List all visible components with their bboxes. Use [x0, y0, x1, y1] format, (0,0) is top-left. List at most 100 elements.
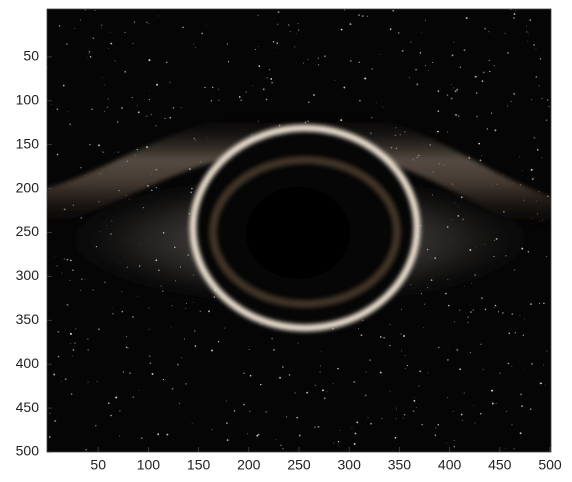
star: [208, 310, 210, 312]
star: [157, 433, 159, 435]
star: [260, 324, 261, 325]
star: [307, 59, 308, 60]
star: [270, 78, 272, 80]
star: [280, 445, 281, 446]
star: [104, 111, 105, 112]
star: [150, 362, 152, 364]
star: [470, 304, 471, 305]
star: [206, 25, 207, 26]
x-tick-label: 500: [538, 457, 562, 473]
x-tick-label: 400: [438, 457, 462, 473]
star: [115, 396, 117, 398]
image: [40, 8, 560, 452]
star: [181, 357, 182, 358]
star: [49, 436, 51, 438]
star: [409, 77, 410, 78]
star: [148, 59, 150, 61]
star: [269, 69, 270, 70]
star: [258, 46, 259, 47]
star: [92, 289, 93, 290]
star: [122, 291, 123, 292]
star: [540, 58, 541, 59]
star: [308, 101, 310, 103]
star: [494, 65, 495, 66]
star: [296, 417, 297, 418]
star: [81, 278, 83, 280]
star: [71, 393, 73, 395]
star: [172, 388, 174, 390]
star: [63, 85, 65, 87]
star: [540, 383, 541, 384]
star: [499, 373, 500, 374]
star: [530, 408, 532, 410]
star: [376, 102, 377, 103]
star: [507, 106, 508, 107]
star: [258, 434, 260, 436]
star: [413, 410, 415, 412]
star: [423, 327, 424, 328]
star: [294, 392, 296, 394]
star: [179, 403, 180, 404]
star: [533, 137, 535, 139]
page: 5010015020025030035040045050050100150200…: [0, 0, 572, 482]
star: [294, 46, 295, 47]
star: [124, 71, 125, 72]
star: [243, 95, 244, 96]
star: [448, 305, 450, 307]
star: [340, 430, 341, 431]
star: [90, 56, 92, 58]
star: [152, 373, 154, 375]
star: [290, 31, 291, 32]
star: [248, 346, 249, 347]
star: [112, 313, 114, 315]
chart: 5010015020025030035040045050050100150200…: [0, 0, 572, 477]
star: [401, 309, 402, 310]
star: [389, 345, 390, 346]
star: [121, 311, 123, 313]
star: [193, 44, 194, 45]
star: [356, 421, 358, 423]
star: [428, 372, 429, 373]
star: [508, 333, 510, 335]
star: [66, 43, 68, 45]
y-tick-label: 250: [16, 223, 40, 239]
star: [438, 347, 439, 348]
star: [171, 326, 172, 327]
star: [489, 60, 490, 61]
star: [398, 32, 400, 34]
star: [438, 424, 439, 425]
star: [515, 332, 516, 333]
star: [494, 295, 495, 296]
star: [481, 344, 482, 345]
star: [464, 393, 465, 394]
star: [58, 356, 60, 358]
star: [421, 424, 422, 425]
star: [195, 345, 197, 347]
star: [166, 62, 168, 64]
star: [470, 352, 471, 353]
star: [296, 34, 297, 35]
star: [519, 315, 520, 316]
star: [211, 350, 213, 352]
star: [112, 308, 113, 309]
star: [192, 423, 193, 424]
star: [521, 405, 523, 407]
star: [212, 87, 213, 88]
star: [536, 76, 537, 77]
star: [396, 409, 397, 410]
star: [459, 368, 461, 370]
star: [80, 19, 81, 20]
star: [226, 400, 227, 401]
star: [303, 63, 304, 64]
star: [119, 410, 120, 411]
star: [418, 385, 419, 386]
star: [74, 28, 75, 29]
star: [132, 316, 134, 318]
star: [454, 446, 455, 447]
star: [102, 77, 103, 78]
star: [401, 350, 402, 351]
star: [520, 393, 522, 395]
star: [382, 107, 383, 108]
star: [527, 41, 528, 42]
star: [437, 131, 439, 133]
